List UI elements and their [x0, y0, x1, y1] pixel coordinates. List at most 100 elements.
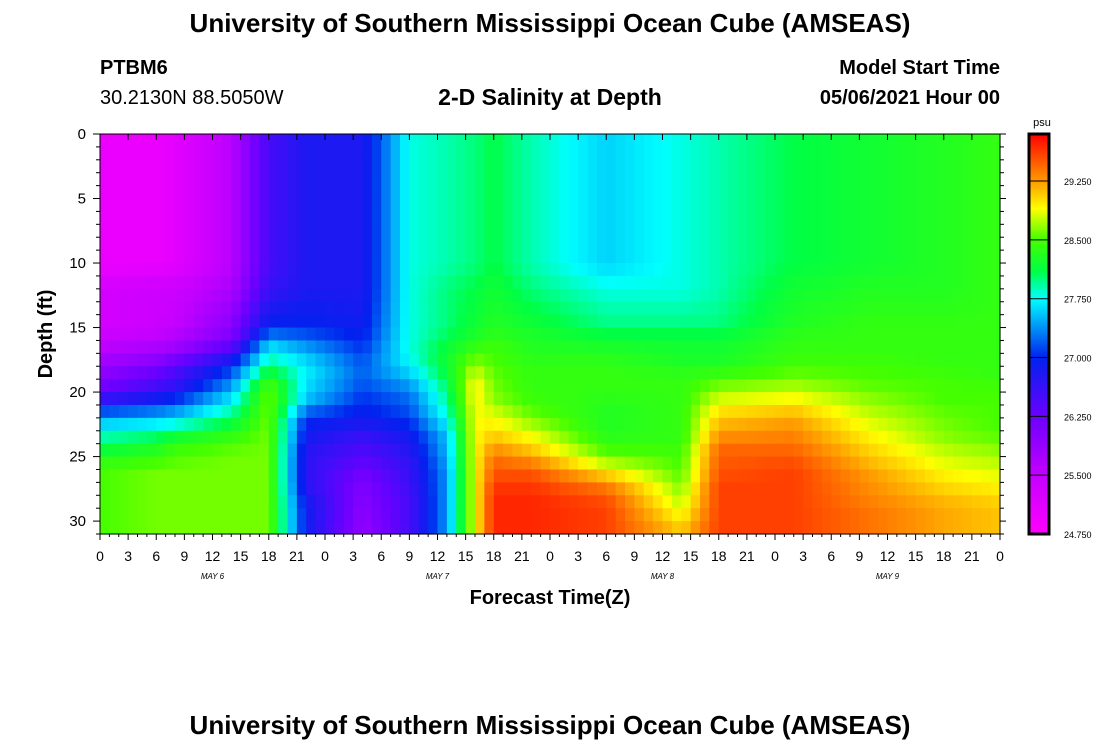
heatmap-cell — [821, 521, 832, 535]
heatmap-cell — [428, 288, 439, 303]
x-tick-label: 6 — [377, 548, 385, 564]
heatmap-cell — [221, 146, 232, 161]
heatmap-cell — [981, 237, 992, 251]
heatmap-cell — [615, 443, 626, 458]
heatmap-cell — [746, 301, 757, 316]
heatmap-cell — [446, 185, 457, 200]
heatmap-cell — [278, 366, 289, 380]
heatmap-cell — [418, 521, 429, 535]
heatmap-cell — [765, 430, 776, 445]
heatmap-cell — [700, 159, 710, 174]
heatmap-cell — [456, 275, 467, 290]
heatmap-cell — [503, 482, 514, 496]
heatmap-cell — [484, 508, 495, 522]
heatmap-cell — [531, 353, 542, 367]
heatmap-cell — [934, 159, 945, 174]
heatmap-cell — [521, 275, 532, 290]
heatmap-cell — [390, 366, 401, 380]
x-tick-label: 9 — [405, 548, 413, 564]
heatmap-cell — [793, 417, 804, 432]
heatmap-cell — [212, 134, 223, 148]
heatmap-cell — [868, 469, 879, 483]
heatmap-cell — [840, 314, 851, 329]
heatmap-cell — [540, 508, 551, 522]
heatmap-cell — [821, 327, 832, 342]
heatmap-cell — [831, 443, 842, 458]
heatmap-cell — [118, 482, 129, 496]
heatmap-cell — [587, 430, 598, 445]
heatmap-cell — [859, 340, 870, 354]
heatmap-cell — [165, 404, 176, 419]
heatmap-cell — [690, 146, 701, 161]
heatmap-cell — [700, 314, 710, 329]
heatmap-cell — [446, 366, 457, 380]
heatmap-cell — [925, 263, 935, 277]
heatmap-cell — [353, 366, 364, 380]
heatmap-cell — [850, 172, 860, 187]
heatmap-cell — [184, 495, 195, 509]
heatmap-cell — [700, 211, 710, 225]
heatmap-cell — [175, 288, 185, 303]
heatmap-cell — [953, 237, 964, 251]
heatmap-cell — [287, 327, 298, 342]
heatmap-cell — [737, 340, 748, 354]
heatmap-cell — [746, 456, 757, 471]
heatmap-cell — [934, 379, 945, 393]
heatmap-cell — [793, 250, 804, 264]
heatmap-cell — [934, 392, 945, 406]
heatmap-cell — [418, 237, 429, 251]
heatmap-cell — [840, 469, 851, 483]
heatmap-cell — [540, 340, 551, 354]
x-tick-label: 18 — [711, 548, 727, 564]
heatmap-cell — [821, 159, 832, 174]
heatmap-cell — [343, 185, 354, 200]
heatmap-cell — [381, 263, 392, 277]
heatmap-cell — [400, 185, 410, 200]
heatmap-cell — [531, 301, 542, 316]
heatmap-cell — [390, 198, 401, 213]
heatmap-cell — [475, 211, 485, 225]
heatmap-cell — [428, 508, 439, 522]
heatmap-cell — [353, 379, 364, 393]
heatmap-cell — [896, 508, 907, 522]
heatmap-cell — [906, 353, 917, 367]
heatmap-cell — [278, 456, 289, 471]
heatmap-cell — [821, 340, 832, 354]
heatmap-cell — [240, 237, 251, 251]
heatmap-cell — [165, 366, 176, 380]
heatmap-cell — [521, 521, 532, 535]
heatmap-cell — [615, 456, 626, 471]
heatmap-cell — [840, 327, 851, 342]
heatmap-cell — [475, 172, 485, 187]
heatmap-cell — [887, 198, 898, 213]
heatmap-cell — [296, 482, 307, 496]
heatmap-cell — [118, 224, 129, 238]
heatmap-cell — [746, 353, 757, 367]
heatmap-cell — [606, 430, 617, 445]
heatmap-cell — [531, 366, 542, 380]
heatmap-cell — [212, 482, 223, 496]
x-tick-label: 15 — [683, 548, 699, 564]
model-start-value: 05/06/2021 Hour 00 — [819, 87, 1000, 109]
heatmap-cell — [812, 250, 823, 264]
heatmap-cell — [615, 353, 626, 367]
heatmap-cell — [625, 159, 635, 174]
heatmap-cell — [681, 482, 692, 496]
footer-title: University of Southern Mississippi Ocean… — [189, 710, 911, 740]
heatmap-cell — [662, 404, 673, 419]
heatmap-cell — [765, 495, 776, 509]
heatmap-cell — [737, 366, 748, 380]
heatmap-cell — [315, 327, 326, 342]
heatmap-cell — [700, 404, 710, 419]
heatmap-cell — [540, 521, 551, 535]
heatmap-cell — [268, 146, 279, 161]
heatmap-cell — [943, 495, 954, 509]
heatmap-cell — [334, 211, 345, 225]
heatmap-cell — [925, 159, 935, 174]
heatmap-cell — [831, 314, 842, 329]
heatmap-cell — [465, 366, 476, 380]
heatmap-cell — [606, 353, 617, 367]
heatmap-cell — [878, 301, 889, 316]
heatmap-cell — [737, 456, 748, 471]
heatmap-cell — [268, 159, 279, 174]
